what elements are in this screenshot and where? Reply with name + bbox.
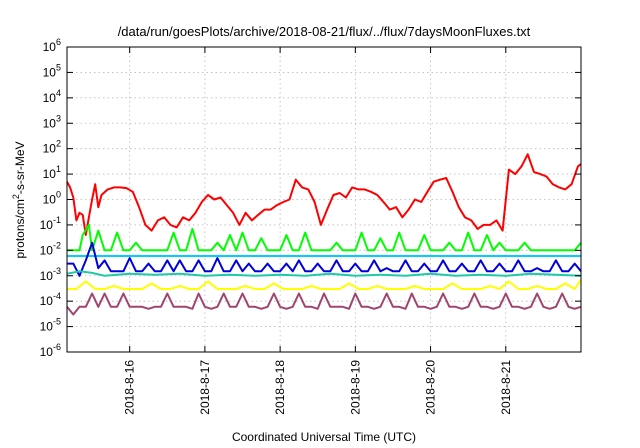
- y-axis-label-main: protons/cm: [13, 199, 27, 258]
- series-line-7: [66, 292, 582, 316]
- series-line-4: [67, 241, 582, 277]
- y-tick-label: 10-5: [40, 317, 61, 334]
- y-tick-exponent: 5: [56, 62, 61, 72]
- series-line-1: [66, 153, 582, 236]
- y-tick-label: 104: [43, 88, 61, 105]
- y-tick-exponent: 4: [56, 88, 61, 98]
- y-tick-base: 10: [43, 65, 57, 79]
- x-tick-label: 2018-8-21: [499, 360, 513, 415]
- y-tick-label: 101: [43, 164, 61, 181]
- y-axis-label-rest: -s-sr-MeV: [13, 141, 27, 194]
- y-axis: 10-610-510-410-310-210-11001011021031041…: [40, 37, 581, 359]
- series-line-6: [67, 279, 582, 290]
- x-tick-label: 2018-8-20: [424, 360, 438, 415]
- grid-lines: [67, 47, 581, 352]
- y-tick-base: 10: [43, 167, 57, 181]
- x-tick-label: 2018-8-18: [273, 360, 287, 415]
- x-tick-label: 2018-8-16: [123, 360, 137, 415]
- y-tick-label: 10-1: [40, 215, 61, 232]
- y-tick-base: 10: [40, 320, 54, 334]
- chart-title: /data/run/goesPlots/archive/2018-08-21/f…: [118, 24, 531, 39]
- y-tick-exponent: -4: [53, 291, 61, 301]
- y-tick-base: 10: [40, 345, 54, 359]
- y-tick-label: 10-3: [40, 266, 61, 283]
- y-tick-base: 10: [43, 116, 57, 130]
- y-tick-exponent: 1: [56, 164, 61, 174]
- y-tick-exponent: 0: [56, 190, 61, 200]
- y-tick-label: 105: [43, 62, 61, 79]
- x-tick-label: 2018-8-17: [198, 360, 212, 415]
- y-axis-label: protons/cm2-s-sr-MeV: [11, 141, 27, 258]
- y-tick-exponent: -1: [53, 215, 61, 225]
- y-axis-label-superscript: 2: [11, 194, 21, 199]
- y-tick-exponent: -3: [53, 266, 61, 276]
- series-line-5: [66, 270, 582, 277]
- x-axis: 2018-8-16 2018-8-17 2018-8-18 2018-8-19 2018…: [123, 47, 513, 415]
- y-tick-label: 106: [43, 37, 61, 54]
- y-tick-label: 10-2: [40, 240, 61, 257]
- y-tick-label: 100: [43, 190, 61, 207]
- y-tick-exponent: 6: [56, 37, 61, 47]
- y-tick-base: 10: [40, 294, 54, 308]
- y-tick-exponent: 3: [56, 113, 61, 123]
- y-tick-label: 103: [43, 113, 61, 130]
- y-tick-base: 10: [43, 91, 57, 105]
- y-tick-label: 10-6: [40, 342, 61, 359]
- y-tick-label: 10-4: [40, 291, 61, 308]
- y-tick-base: 10: [43, 40, 57, 54]
- y-tick-label: 102: [43, 139, 61, 156]
- series-line-2: [67, 223, 582, 252]
- x-tick-label: 2018-8-19: [348, 360, 362, 415]
- y-tick-base: 10: [43, 193, 57, 207]
- y-tick-exponent: -2: [53, 240, 61, 250]
- y-tick-exponent: 2: [56, 139, 61, 149]
- y-tick-base: 10: [43, 142, 57, 156]
- y-tick-exponent: -6: [53, 342, 61, 352]
- x-axis-label: Coordinated Universal Time (UTC): [232, 430, 416, 444]
- y-tick-base: 10: [40, 218, 54, 232]
- y-tick-base: 10: [40, 243, 54, 257]
- y-tick-base: 10: [40, 269, 54, 283]
- data-series-layer: [66, 153, 582, 316]
- y-tick-exponent: -5: [53, 317, 61, 327]
